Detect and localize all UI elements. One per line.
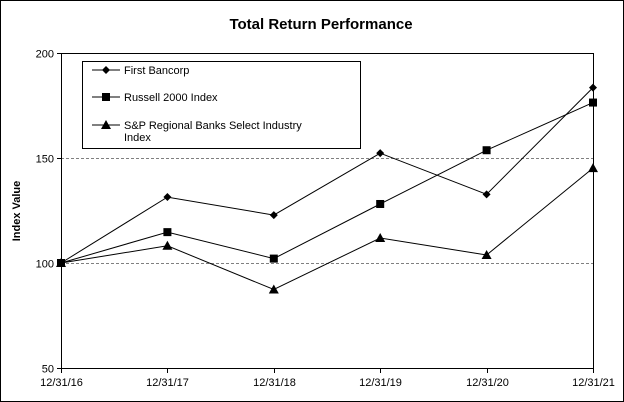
y-tick-label: 100 [36,259,54,271]
data-point [482,190,491,199]
series-3 [56,163,598,294]
series-line [60,167,594,291]
data-point [376,149,385,158]
y-tick-label: 200 [36,49,54,61]
series-1 [57,83,597,267]
x-tick-label: 12/31/16 [40,377,83,389]
legend-box [82,61,361,149]
legend-label: S&P Regional Banks Select Industry [124,120,302,132]
x-tick-label: 12/31/18 [253,377,296,389]
data-point [481,250,492,260]
data-point [588,163,598,173]
series-line [60,87,594,264]
plot-area-border [61,53,594,369]
legend-label: First Bancorp [124,65,189,77]
data-point [376,199,385,208]
data-point [589,98,597,107]
legend: First Bancorp Russell 2000 Index S&P Regio… [82,61,361,149]
axes: 50 100 150 200 12/31/16 12/31/17 12/31/18 12/31… [36,49,615,390]
data-point [268,284,279,294]
legend-marker [102,66,110,74]
x-tick-label: 12/31/17 [146,377,189,389]
data-point [162,240,173,250]
y-tick-label: 150 [36,154,54,166]
data-point [269,211,278,220]
chart-title: Total Return Performance [229,16,412,33]
data-point [375,233,386,243]
data-point [269,254,278,263]
data-point [56,258,66,267]
x-tick-label: 12/31/21 [572,377,615,389]
data-point [589,83,597,92]
legend-entry: First Bancorp [92,65,189,77]
gridlines [61,158,593,264]
legend-label: Index [124,132,151,144]
series-line [60,102,594,264]
legend-label: Russell 2000 Index [124,92,218,104]
data-point [482,146,491,155]
legend-entry: Russell 2000 Index [92,92,218,104]
legend-marker [101,120,111,129]
legend-marker [102,93,110,101]
y-axis-label: Index Value [11,181,23,242]
data-point [163,193,172,202]
data-point [163,228,172,237]
y-tick-label: 50 [42,364,54,376]
x-tick-label: 12/31/19 [359,377,402,389]
x-tick-label: 12/31/20 [466,377,509,389]
series-lines [56,83,598,294]
